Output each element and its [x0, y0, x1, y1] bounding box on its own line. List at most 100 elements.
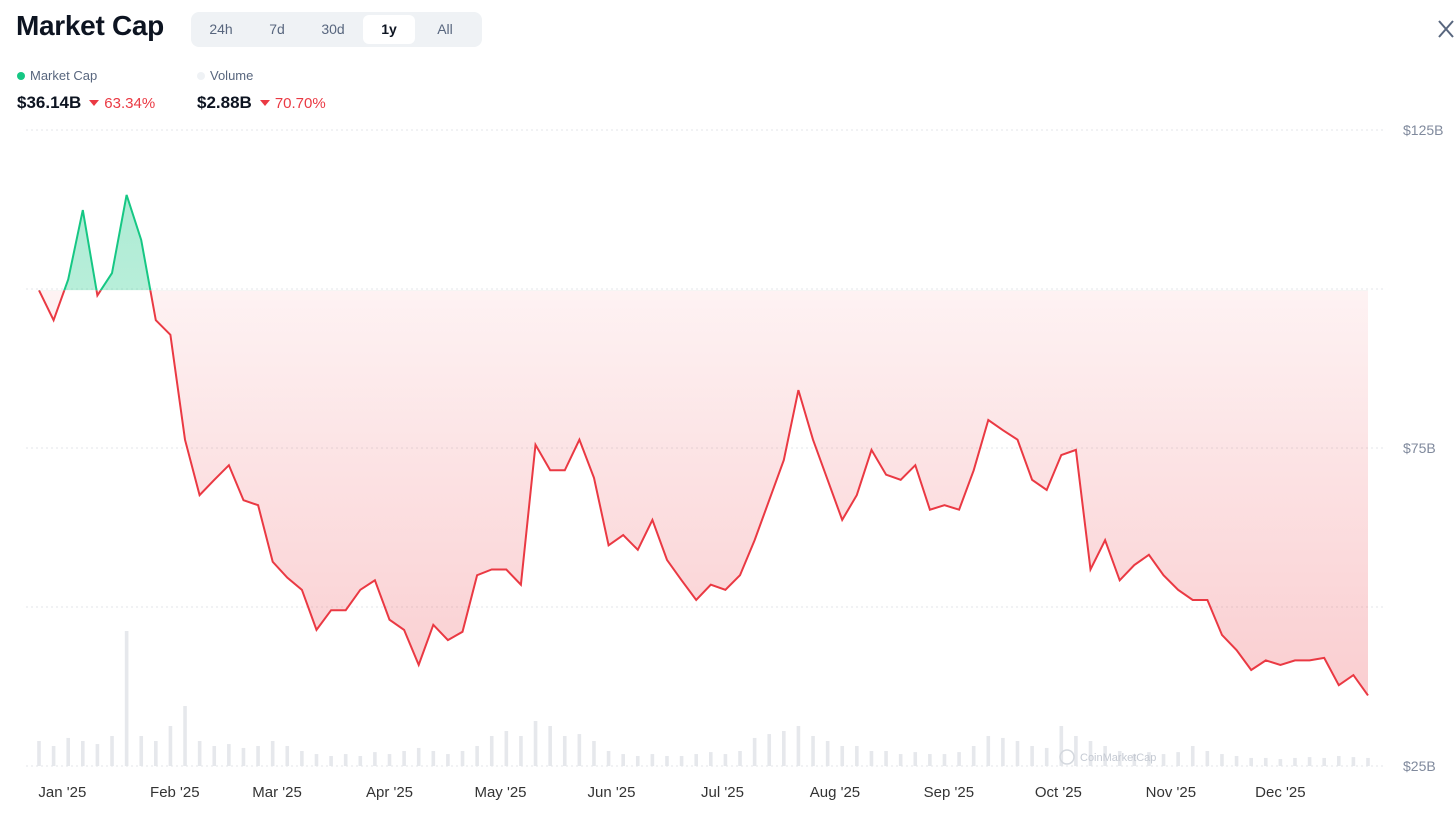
volume-bar [343, 754, 348, 766]
area-down [39, 290, 1368, 696]
range-tab[interactable]: 1y [363, 15, 415, 44]
legend-item[interactable]: Market Cap [17, 68, 97, 83]
x-tick-label: Jul '25 [701, 784, 744, 801]
y-tick-label: $75B [1403, 440, 1436, 456]
x-tick-label: Dec '25 [1255, 784, 1305, 801]
volume-bar [139, 736, 144, 766]
stat-value: $2.88B [197, 93, 252, 112]
stat-value: $36.14B [17, 93, 82, 112]
volume-bar [1322, 757, 1326, 766]
volume-bar [81, 741, 85, 766]
stat: $36.14B 63.34% [17, 93, 155, 113]
volume-bar [855, 746, 859, 766]
line-down [38, 290, 1369, 696]
volume-bar [884, 751, 888, 766]
volume-bar [1263, 757, 1268, 766]
volume-bar [373, 752, 377, 766]
volume-bar [241, 747, 246, 766]
volume-bar [694, 754, 698, 766]
volume-bar [1044, 747, 1049, 766]
volume-bar [1278, 759, 1283, 766]
x-tick-label: Mar '25 [252, 784, 302, 801]
volume-bar [431, 751, 436, 766]
volume-bar [329, 756, 333, 766]
y-tick-label: $125B [1403, 122, 1443, 138]
watermark-logo [1059, 749, 1075, 765]
volume-bar [387, 754, 392, 766]
x-tick-label: Feb '25 [150, 784, 200, 801]
volume-bar [124, 631, 129, 766]
volume-bar [285, 746, 290, 766]
volume-bar [752, 737, 757, 766]
volume-bar [606, 751, 611, 766]
volume-bar [110, 736, 114, 766]
volume-bar [1336, 756, 1341, 766]
volume-bar [1307, 757, 1312, 766]
range-tab[interactable]: 24h [209, 21, 233, 37]
legend-item[interactable]: Volume [197, 68, 253, 83]
volume-bar [723, 754, 728, 766]
volume-bar [942, 754, 947, 766]
volume-bar [650, 754, 655, 766]
volume-bar [197, 741, 202, 766]
close-button[interactable] [1436, 18, 1456, 40]
volume-bar [562, 736, 567, 766]
x-tick-label: Oct '25 [1035, 784, 1082, 801]
volume-bar [898, 754, 903, 766]
volume-bar [1147, 752, 1151, 766]
volume-bar [314, 754, 319, 766]
line-up [39, 194, 152, 291]
volume-bar [270, 741, 275, 766]
watermark: CoinMarketCap [1080, 752, 1156, 764]
volume-bar [709, 752, 713, 766]
stat: $2.88B 70.70% [197, 93, 326, 113]
volume-bar [37, 741, 41, 766]
volume-bar [592, 741, 596, 766]
volume-bar [489, 736, 494, 766]
volume-bar [533, 721, 538, 766]
volume-bar [1074, 736, 1078, 766]
volume-bar [782, 731, 786, 766]
y-tick-label: $25B [1403, 758, 1436, 774]
x-tick-label: Nov '25 [1146, 784, 1196, 801]
x-tick-label: Jun '25 [588, 784, 636, 801]
volume-bar [504, 731, 509, 766]
volume-bar [256, 746, 260, 766]
volume-bar [416, 747, 421, 766]
volume-bar [971, 746, 976, 766]
stat-change: 63.34% [89, 95, 155, 112]
volume-bar [1220, 754, 1224, 766]
volume-bar [1249, 757, 1253, 766]
stat-change-text: 63.34% [104, 94, 156, 112]
legend-label: Volume [210, 68, 254, 83]
volume-bar [460, 751, 465, 766]
volume-bar [402, 751, 406, 766]
range-tabs: 24h 7d 30d 1y All [191, 12, 482, 47]
range-tab[interactable]: All [437, 21, 453, 37]
volume-bar [227, 744, 231, 766]
volume-bar [825, 741, 830, 766]
volume-bar [767, 734, 772, 766]
volume-bar [665, 756, 669, 766]
volume-bar [957, 752, 961, 766]
volume-bar [1059, 726, 1064, 766]
volume-bar [679, 756, 684, 766]
volume-bar [1161, 754, 1166, 766]
volume-bar [1234, 756, 1239, 766]
range-tab[interactable]: 30d [321, 21, 345, 37]
stat-change-text: 70.70% [274, 94, 326, 112]
volume-bar [168, 726, 173, 766]
legend-label: Market Cap [30, 68, 98, 83]
x-tick-label: Jan '25 [38, 784, 86, 801]
volume-bar [1351, 757, 1356, 766]
volume-bar [183, 706, 187, 766]
volume-bar [738, 751, 742, 766]
area-up [39, 194, 1368, 291]
volume-bar [1205, 751, 1210, 766]
volume-bar [928, 754, 932, 766]
volume-bar [840, 746, 845, 766]
volume-bar [1088, 741, 1093, 766]
volume-bar [869, 751, 874, 766]
range-tab[interactable]: 7d [269, 21, 285, 37]
